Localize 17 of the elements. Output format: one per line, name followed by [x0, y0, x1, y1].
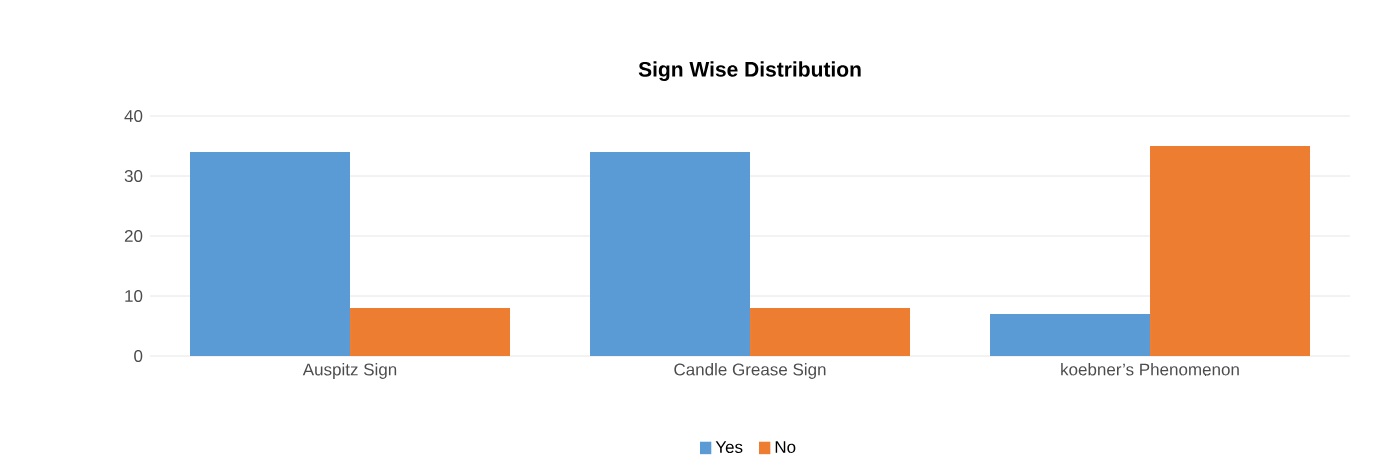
- bar: [190, 152, 350, 356]
- bar: [590, 152, 751, 356]
- y-tick-label: 10: [125, 289, 143, 303]
- x-tick-label: Auspitz Sign: [302, 363, 397, 379]
- x-tick-label: koebner’s Phenomenon: [1061, 363, 1239, 376]
- bar: [350, 308, 511, 356]
- y-tick-label: 0: [134, 349, 143, 363]
- legend-label: No: [775, 441, 796, 454]
- legend-label: Yes: [715, 441, 743, 454]
- bar: [990, 314, 1151, 356]
- bar: [1150, 146, 1311, 356]
- chart-title: Sign Wise Distribution: [638, 61, 861, 81]
- x-tick-label: Candle Grease Sign: [674, 363, 826, 379]
- y-tick-label: 30: [124, 169, 143, 183]
- y-tick-label: 40: [124, 109, 143, 123]
- bar: [750, 308, 911, 356]
- y-tick-label: 20: [124, 229, 143, 243]
